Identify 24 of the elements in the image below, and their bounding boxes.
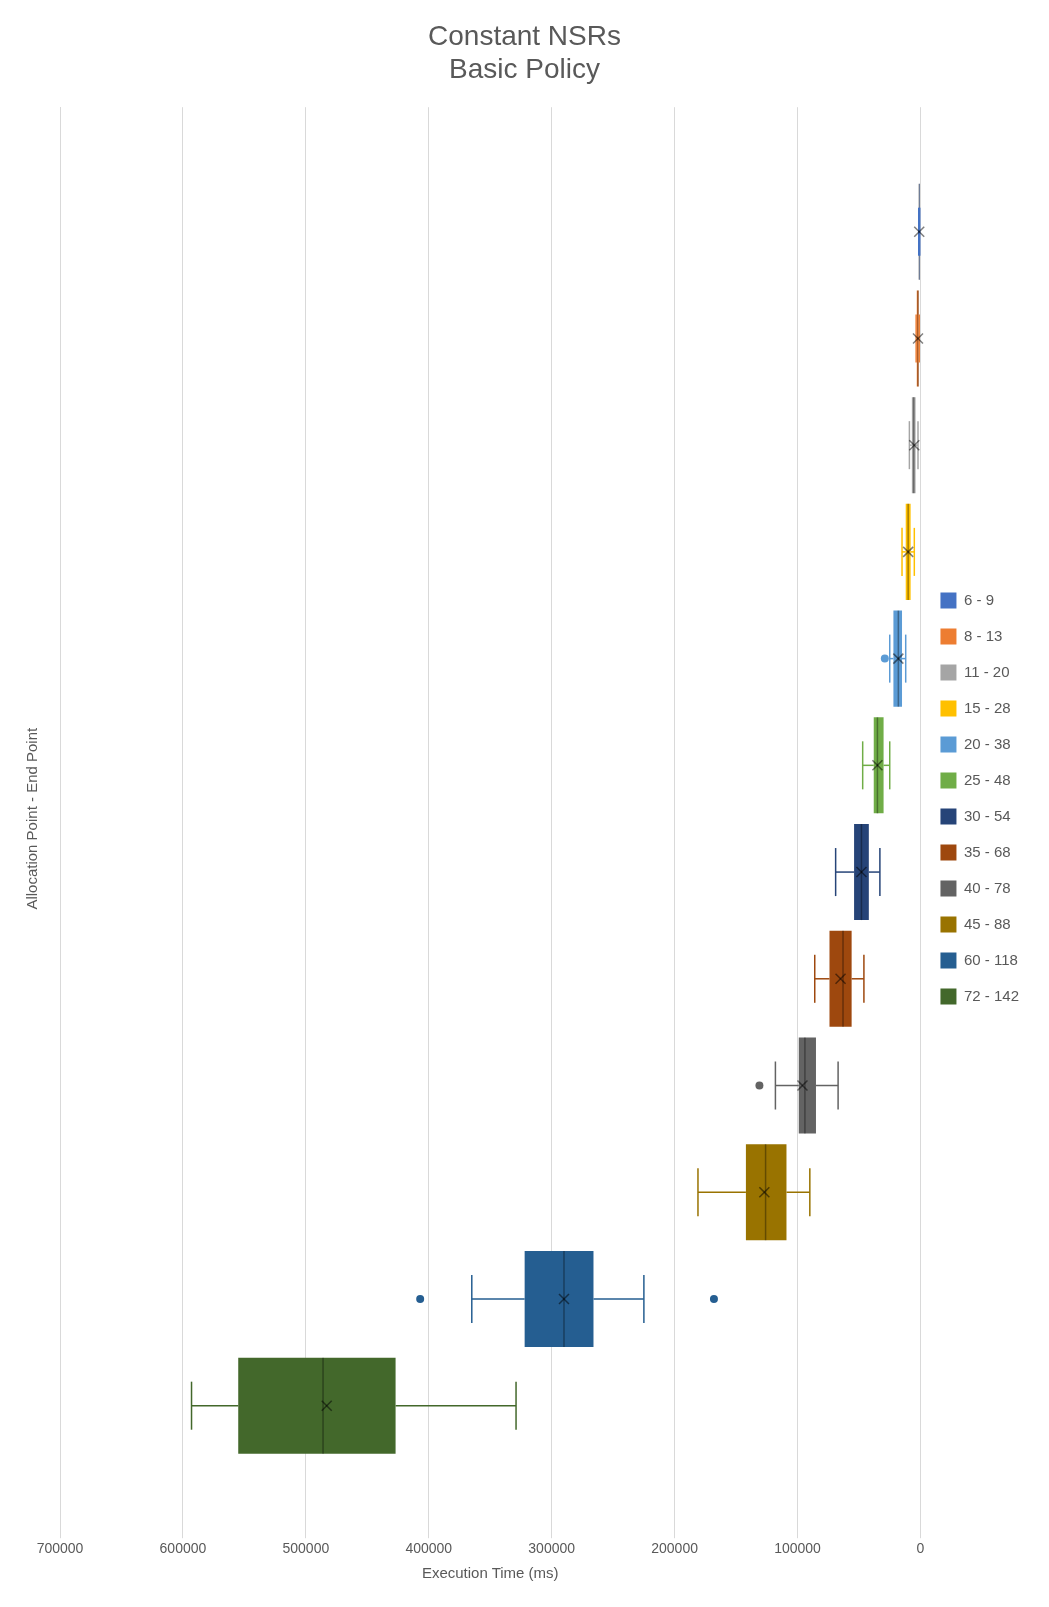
x-tick-label: 700000 (36, 1540, 84, 1557)
chart-title: Constant NSRs (428, 19, 621, 51)
x-tick-label: 200000 (651, 1540, 699, 1557)
legend-label: 60 - 118 (963, 950, 1018, 968)
x-tick-label: 100000 (774, 1540, 822, 1557)
x-tick-label: 500000 (282, 1540, 330, 1557)
legend-label: 72 - 142 (963, 986, 1020, 1004)
legend-label: 6 - 9 (963, 590, 994, 608)
x-axis-title: Execution Time (ms) (421, 1564, 559, 1582)
legend-label: 11 - 20 (963, 662, 1010, 680)
legend-label: 25 - 48 (963, 770, 1011, 788)
x-tick-label: 300000 (528, 1540, 576, 1557)
y-axis-title: Allocation Point - End Point (23, 726, 41, 910)
legend-label: 35 - 68 (963, 842, 1011, 860)
chart-subtitle: Basic Policy (449, 53, 600, 85)
x-tick-label: 600000 (159, 1540, 207, 1557)
legend-label: 20 - 38 (963, 734, 1011, 752)
legend-label: 40 - 78 (963, 878, 1011, 896)
x-tick-label: 0 (916, 1540, 925, 1557)
legend-label: 30 - 54 (963, 806, 1011, 824)
x-tick-label: 400000 (405, 1540, 453, 1557)
legend-label: 8 - 13 (963, 626, 1003, 644)
legend-label: 15 - 28 (963, 698, 1011, 716)
legend-label: 45 - 88 (963, 914, 1011, 932)
